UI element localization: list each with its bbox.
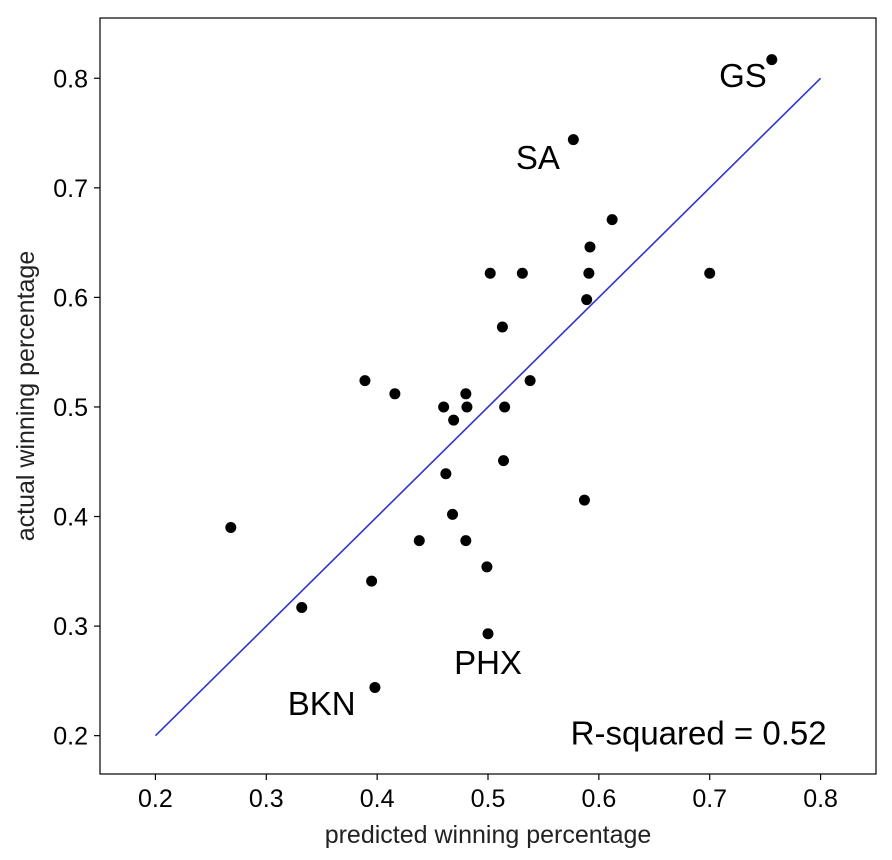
x-tick-label: 0.8 — [803, 785, 838, 813]
y-tick-label: 0.3 — [53, 613, 88, 641]
data-point — [499, 401, 511, 413]
data-point — [516, 267, 528, 279]
data-point — [484, 267, 496, 279]
y-tick-label: 0.2 — [53, 723, 88, 751]
x-axis-label: predicted winning percentage — [325, 821, 652, 849]
fit-line-layer — [154, 77, 822, 737]
x-tick-label: 0.2 — [138, 785, 173, 813]
x-tick-label: 0.6 — [581, 785, 616, 813]
y-tick-label: 0.6 — [53, 284, 88, 312]
data-point — [496, 321, 508, 333]
annotation-label: BKN — [288, 685, 356, 722]
y-axis-ticks: 0.2 0.3 0.4 0.5 0.6 0.7 0.8 — [53, 65, 100, 751]
data-point — [359, 375, 371, 387]
y-tick-label: 0.5 — [53, 394, 88, 422]
data-point — [461, 401, 473, 413]
data-point — [584, 241, 596, 253]
data-point — [438, 401, 450, 413]
y-tick-label: 0.8 — [53, 65, 88, 93]
fit-line — [154, 77, 822, 737]
annotation-label: GS — [719, 57, 767, 94]
data-point — [460, 535, 472, 547]
y-axis-label: actual winning percentage — [12, 251, 40, 541]
data-point — [578, 494, 590, 506]
data-point — [296, 601, 308, 613]
data-point — [583, 267, 595, 279]
data-point — [369, 681, 381, 693]
data-point — [460, 388, 472, 400]
annotations: GS SA PHX BKN R-squared = 0.52 — [288, 57, 827, 751]
x-tick-label: 0.3 — [249, 785, 284, 813]
data-point — [413, 535, 425, 547]
data-point — [366, 575, 378, 587]
x-tick-label: 0.4 — [360, 785, 395, 813]
data-point — [225, 521, 237, 533]
data-point — [581, 294, 593, 306]
data-points — [225, 54, 778, 693]
data-point — [606, 214, 618, 226]
data-point — [481, 561, 493, 573]
y-tick-label: 0.4 — [53, 504, 88, 532]
annotation-label: R-squared = 0.52 — [571, 714, 827, 751]
data-point — [482, 628, 494, 640]
x-axis-ticks: 0.2 0.3 0.4 0.5 0.6 0.7 0.8 — [138, 774, 838, 813]
y-tick-label: 0.7 — [53, 175, 88, 203]
data-point — [389, 388, 401, 400]
x-tick-label: 0.7 — [692, 785, 727, 813]
x-tick-label: 0.5 — [471, 785, 506, 813]
data-point — [567, 134, 579, 146]
data-point — [447, 508, 459, 520]
data-point — [448, 414, 460, 426]
data-point — [498, 455, 510, 467]
annotation-label: PHX — [454, 644, 522, 681]
data-point — [524, 375, 536, 387]
data-point — [766, 54, 778, 66]
data-point — [440, 468, 452, 480]
data-point — [704, 267, 716, 279]
annotation-label: SA — [516, 139, 560, 176]
